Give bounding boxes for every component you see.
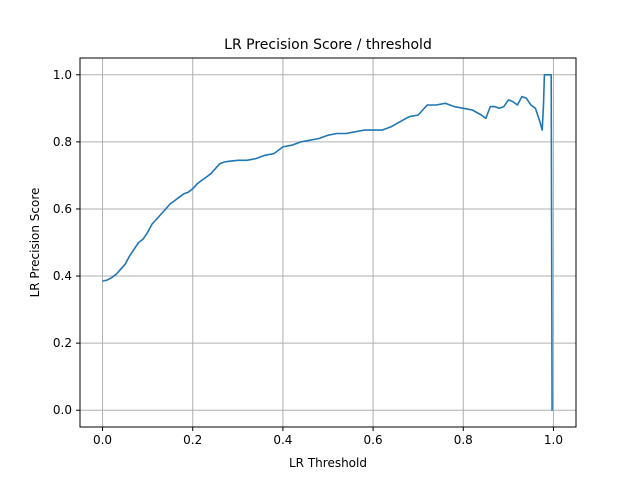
y-tick-label: 0.8	[53, 135, 72, 149]
y-tick-label: 0.6	[53, 202, 72, 216]
y-tick-label: 0.0	[53, 403, 72, 417]
x-tick-label: 1.0	[544, 433, 563, 447]
x-axis-label: LR Threshold	[289, 456, 367, 470]
x-tick-label: 0.4	[273, 433, 292, 447]
y-tick-label: 0.2	[53, 336, 72, 350]
y-tick-label: 1.0	[53, 68, 72, 82]
ticks: 0.0 0.2 0.4 0.6 0.8 1.0 0.0 0.2 0.4 0.6 0.8 1.0	[53, 68, 563, 447]
axes-frame	[79, 57, 577, 428]
x-tick-label: 0.2	[183, 433, 202, 447]
y-axis-label: LR Precision Score	[28, 188, 42, 298]
x-tick-label: 0.8	[454, 433, 473, 447]
series-line	[102, 74, 553, 412]
chart-title: LR Precision Score / threshold	[224, 37, 432, 53]
grid	[80, 58, 576, 427]
y-tick-label: 0.4	[53, 269, 72, 283]
series-layer	[102, 74, 553, 412]
x-tick-label: 0.0	[93, 433, 112, 447]
x-tick-label: 0.6	[364, 433, 383, 447]
